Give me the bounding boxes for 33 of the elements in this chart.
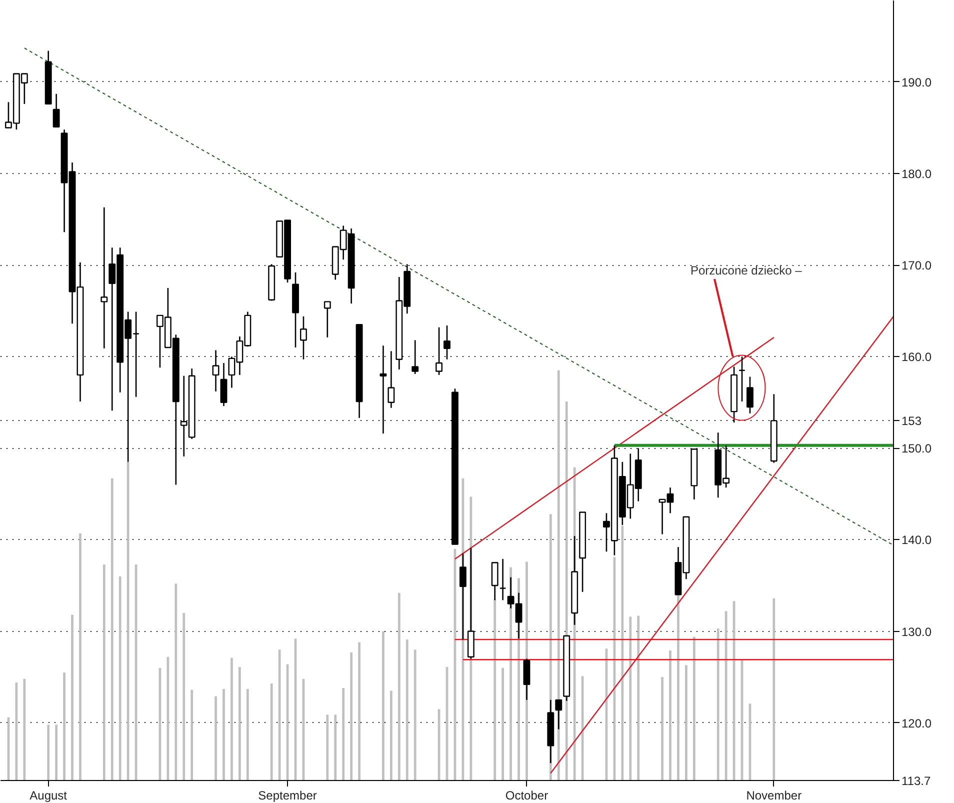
y-tick-label: 120.0	[902, 716, 932, 730]
candlestick	[436, 326, 442, 376]
x-tick-label: October	[505, 788, 548, 802]
x-tick-label: August	[30, 788, 68, 802]
candlestick	[491, 562, 498, 601]
candlestick	[523, 658, 530, 701]
candlestick	[746, 376, 754, 414]
candlestick	[412, 340, 419, 375]
y-tick-label: 113.7	[902, 774, 931, 788]
y-tick-label: 180.0	[902, 167, 932, 182]
candlestick	[444, 324, 450, 360]
candlestick	[52, 93, 60, 128]
candlestick	[300, 316, 307, 360]
x-tick-label: November	[746, 788, 802, 802]
y-tick-label: 130.0	[902, 624, 932, 639]
y-tick-label: 153	[902, 414, 922, 428]
candlestick	[220, 362, 228, 407]
candlestick	[738, 356, 746, 402]
candlestick	[499, 558, 506, 601]
y-tick-label: 150.0	[902, 442, 932, 456]
candlestick	[459, 552, 466, 640]
y-tick-label: 190.0	[902, 75, 932, 90]
candlestick	[388, 350, 395, 409]
candlestick	[100, 206, 108, 350]
x-tick-label: September	[258, 788, 317, 802]
annotation: Porzucone dziecko –	[690, 263, 802, 278]
y-tick-label: 170.0	[902, 258, 932, 273]
candlestick	[324, 301, 331, 338]
y-tick-label: 140.0	[902, 533, 932, 548]
candlestick	[212, 350, 220, 392]
candlestick	[380, 344, 387, 434]
candlestick	[555, 699, 562, 730]
y-tick-label: 160.0	[902, 350, 932, 364]
